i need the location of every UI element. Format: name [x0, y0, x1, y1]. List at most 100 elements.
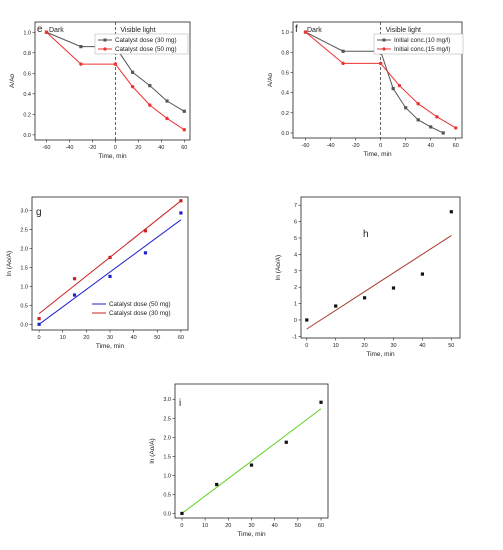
x-axis-label: Time, min — [366, 351, 395, 358]
plot-frame — [174, 383, 329, 519]
x-tick-label: 60 — [318, 523, 324, 529]
x-tick-label: 40 — [419, 343, 425, 349]
data-point — [182, 109, 186, 113]
data-point — [165, 116, 169, 121]
data-point — [441, 131, 445, 135]
x-tick-label: 0 — [38, 335, 41, 341]
x-tick-label: -20 — [352, 143, 360, 149]
x-tick-label: 60 — [178, 335, 184, 341]
series-i — [180, 400, 323, 516]
legend-label: Initial conc.(10 mg/l) — [394, 37, 450, 44]
data-point — [249, 463, 254, 467]
legend-marker — [103, 47, 107, 51]
y-tick-label: 0.0 — [23, 133, 31, 139]
data-point — [363, 296, 367, 300]
y-axis-label: ln (Ao/A) — [6, 251, 13, 276]
data-point — [416, 102, 420, 106]
data-point — [165, 99, 169, 103]
series-line — [305, 31, 444, 134]
y-tick-label: 4 — [294, 252, 297, 258]
legend-label: Catalyst dose (30 mg) — [109, 310, 171, 317]
x-tick-label: 50 — [448, 343, 454, 349]
fit-line — [181, 408, 322, 514]
y-tick-label: 5 — [294, 236, 297, 242]
data-point — [179, 199, 183, 203]
data-point — [341, 61, 345, 66]
fit-line — [38, 219, 182, 325]
series-Catalyst dose (50 mg) — [37, 211, 183, 326]
x-tick-label: 20 — [362, 343, 368, 349]
y-axis-label: A/Ao — [267, 73, 274, 87]
y-tick-label: 0.5 — [163, 492, 171, 498]
data-point — [334, 304, 338, 308]
y-tick-label: 1.5 — [20, 265, 28, 271]
light-annotation: Visible light — [386, 27, 421, 34]
data-point — [435, 115, 439, 119]
data-point — [319, 400, 323, 404]
x-tick-label: 40 — [428, 143, 434, 149]
x-tick-label: 30 — [107, 335, 113, 341]
y-tick-label: 1.0 — [163, 473, 171, 479]
x-tick-label: 20 — [403, 143, 409, 149]
data-point — [397, 83, 402, 88]
y-tick-label: 0.8 — [23, 51, 31, 57]
dark-annotation: Dark — [307, 27, 322, 34]
panel-label: g — [36, 207, 42, 218]
series-Catalyst dose (50 mg) — [44, 30, 186, 132]
y-tick-label: 1.0 — [20, 284, 28, 290]
x-axis-label: Time, min — [237, 531, 266, 538]
x-tick-label: 10 — [202, 523, 208, 529]
data-point — [79, 45, 83, 49]
data-point — [416, 118, 420, 122]
y-tick-label: 0 — [294, 318, 297, 324]
x-tick-label: -60 — [43, 145, 51, 151]
data-point — [37, 317, 41, 321]
data-point — [284, 440, 288, 444]
legend-marker — [382, 47, 386, 51]
x-tick-label: 50 — [295, 523, 301, 529]
data-point — [391, 86, 395, 91]
y-axis-label: ln (Ao/A) — [275, 255, 282, 280]
y-tick-label: 2 — [294, 285, 297, 291]
data-point — [341, 49, 345, 53]
y-tick-label: 3.0 — [163, 397, 171, 403]
y-tick-label: 1.0 — [281, 30, 289, 36]
chart-f: -60 -40 -20 0 20 40 60 0.0 0.2 0.4 0.6 0.8 1.0 Time, … — [267, 21, 464, 158]
series-h — [305, 210, 453, 330]
legend-box — [373, 33, 464, 55]
data-point — [113, 62, 118, 66]
plot-frame — [300, 196, 461, 339]
y-tick-label: 3 — [294, 269, 297, 275]
x-tick-label: 20 — [135, 145, 141, 151]
data-point — [420, 272, 425, 276]
data-point — [449, 210, 453, 214]
panel-label: e — [37, 24, 43, 35]
series-Initial conc.(15 mg/l) — [303, 30, 458, 130]
data-point — [79, 62, 83, 66]
x-axis-label: Time, min — [98, 153, 127, 160]
y-tick-label: 1.0 — [23, 30, 31, 36]
data-point — [143, 251, 148, 255]
x-tick-label: 40 — [158, 145, 164, 151]
x-tick-label: 40 — [272, 523, 278, 529]
light-annotation: Visible light — [120, 27, 155, 34]
data-point — [108, 255, 112, 260]
data-point — [72, 293, 77, 297]
chart-h: 0 10 20 30 40 50 -1 0 1 2 3 4 5 6 7 Time, min ln (Ao/A) h — [275, 196, 461, 358]
x-tick-label: 20 — [83, 335, 89, 341]
x-tick-label: -60 — [302, 143, 310, 149]
x-tick-label: 20 — [225, 523, 231, 529]
y-tick-label: 7 — [294, 203, 297, 209]
x-tick-label: 10 — [333, 343, 339, 349]
data-point — [429, 125, 433, 129]
data-point — [182, 128, 186, 132]
panel-label: h — [363, 229, 369, 240]
y-tick-label: 0.5 — [20, 303, 28, 309]
x-tick-label: -40 — [65, 145, 73, 151]
data-point — [454, 126, 458, 130]
data-point — [148, 84, 152, 88]
data-point — [72, 277, 77, 281]
legend-label: Initial conc.(15 mg/l) — [394, 46, 450, 53]
data-point — [303, 30, 308, 34]
